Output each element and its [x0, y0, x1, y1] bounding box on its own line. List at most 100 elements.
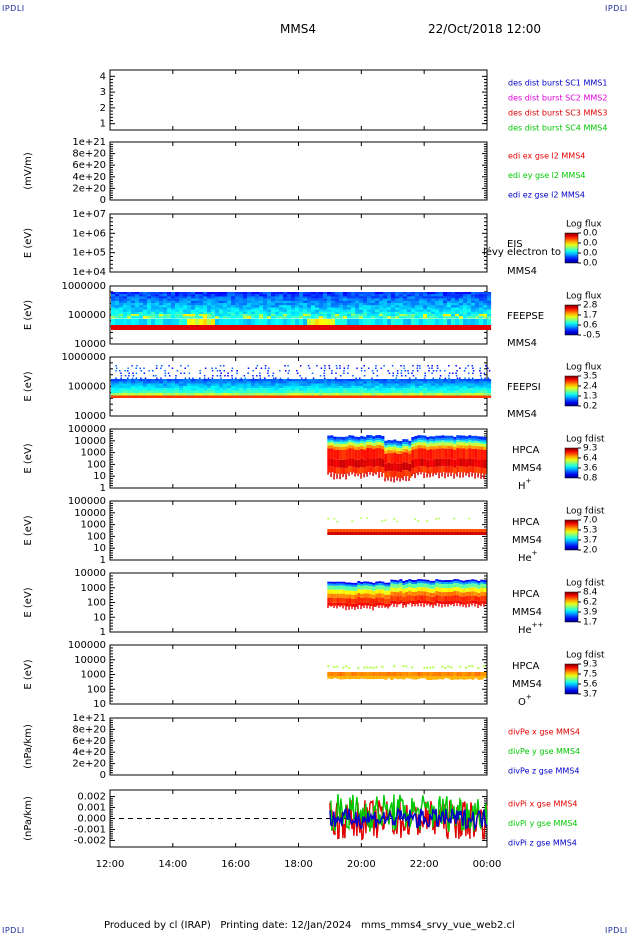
spectrogram-cell [387, 300, 392, 304]
spectrogram-cell [443, 294, 448, 297]
y-tick-label: 4e+20 [72, 172, 106, 183]
spectrogram-cell [339, 676, 343, 680]
spectrogram-cell [115, 381, 120, 384]
spectrogram-cell [207, 298, 212, 301]
spectrogram-cell [475, 383, 480, 387]
spectrogram-cell [432, 443, 436, 447]
spectrogram-dot [183, 372, 186, 374]
spectrogram-cell [419, 311, 424, 315]
spectrogram-cell [423, 379, 428, 382]
colorbar-tick-label: 7.0 [583, 516, 598, 526]
spectrogram-dot [363, 666, 366, 669]
spectrogram-cell [391, 385, 396, 389]
legend-entry: divPe z gse MMS4 [508, 767, 579, 776]
spectrogram-cell [123, 385, 128, 389]
spectrogram-cell [363, 441, 367, 444]
spectrogram-cell [423, 466, 427, 473]
spectrogram-cell [480, 583, 484, 588]
spectrogram-cell [483, 305, 488, 308]
spectrogram-cell [363, 294, 368, 297]
spectrogram-cell [167, 300, 172, 304]
spectrogram-cell [447, 440, 451, 443]
spectrogram-cell [131, 305, 136, 308]
spectrogram-cell [327, 589, 331, 594]
spectrogram-cell [381, 532, 385, 535]
spectrogram-cell [330, 597, 334, 603]
spectrogram-cell [287, 393, 292, 396]
spectrogram-cell [387, 590, 391, 595]
spectrogram-cell [199, 325, 204, 330]
spectrogram-cell [351, 458, 355, 467]
spectrogram-cell [147, 298, 152, 301]
spectrogram-cell [127, 383, 132, 387]
spectrogram-cell [335, 388, 340, 391]
spectrogram-cell [447, 435, 451, 439]
spectrogram-cell [171, 307, 176, 310]
spectrogram-cell [426, 529, 430, 532]
spectrogram-cell [447, 529, 451, 532]
spectrogram-cell [171, 383, 176, 387]
spectrogram-cell [483, 309, 488, 312]
spectrogram-cell [459, 298, 464, 301]
spectrogram-cell [444, 601, 448, 605]
spectrogram-cell [251, 305, 256, 308]
spectrogram-cell [345, 446, 349, 450]
spectrogram-cell [307, 390, 312, 393]
spectrogram-cell [251, 314, 256, 317]
spectrogram-cell [336, 589, 340, 594]
spectrogram-cell [191, 303, 196, 306]
spectrogram-dot [324, 365, 326, 367]
spectrogram-cell [343, 303, 348, 306]
spectrogram-cell [195, 300, 200, 304]
spectrogram-cell [231, 296, 236, 299]
spectrogram-cell [367, 325, 372, 330]
spectrogram-cell [199, 395, 204, 398]
spectrogram-cell [355, 307, 360, 310]
spectrogram-dot [393, 518, 396, 520]
spectrogram-cell [477, 473, 479, 478]
spectrogram-cell [467, 388, 472, 391]
spectrogram-cell [330, 593, 334, 598]
spectrogram-cell [477, 443, 481, 447]
spectrogram-cell [453, 587, 457, 592]
spectrogram-cell [479, 311, 484, 315]
spectrogram-cell [474, 587, 478, 592]
spectrogram-cell [287, 309, 292, 312]
spectrogram-cell [468, 603, 470, 608]
spectrogram-cell [435, 595, 439, 601]
spectrogram-cell [381, 441, 385, 444]
spectrogram-cell [339, 385, 344, 389]
spectrogram-cell [311, 385, 316, 389]
spectrogram-cell [207, 305, 212, 308]
spectrogram-cell [159, 385, 164, 389]
spectrogram-cell [123, 311, 128, 315]
spectrogram-cell [407, 316, 412, 319]
x-tick-label: 14:00 [158, 859, 187, 870]
spectrogram-cell [271, 388, 276, 391]
spectrogram-dot [347, 367, 349, 369]
spectrogram-cell [131, 292, 136, 295]
spectrogram-dot [231, 377, 234, 379]
spectrogram-cell [343, 300, 348, 304]
spectrogram-cell [179, 319, 184, 325]
spectrogram-cell [355, 294, 360, 297]
colorbar-tick-label: 5.6 [583, 680, 598, 690]
spectrogram-dot [429, 666, 432, 669]
spectrogram-cell [399, 477, 401, 482]
series-line [329, 806, 488, 831]
spectrogram-cell [351, 379, 356, 382]
spectrogram-cell [414, 595, 418, 601]
spectrogram-cell [443, 314, 448, 317]
spectrogram-cell [123, 381, 128, 384]
spectrogram-dot [175, 375, 177, 377]
spectrogram-cell [223, 296, 228, 299]
spectrogram-cell [483, 584, 487, 589]
spectrogram-cell [396, 672, 400, 676]
y-tick-label: 6e+20 [72, 736, 106, 747]
spectrogram-cell [159, 296, 164, 299]
spectrogram-cell [420, 440, 424, 443]
spectrogram-cell [139, 316, 144, 319]
spectrogram-cell [111, 325, 116, 330]
spectrogram-cell [183, 307, 188, 310]
spectrogram-cell [333, 593, 337, 598]
